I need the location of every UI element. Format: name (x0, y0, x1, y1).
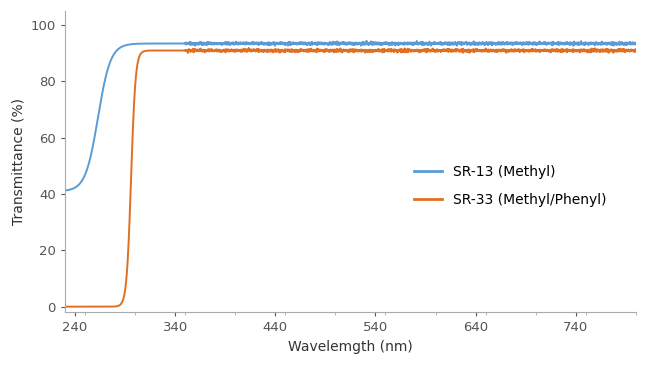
X-axis label: Wavelemgth (nm): Wavelemgth (nm) (288, 340, 413, 354)
Y-axis label: Transmittance (%): Transmittance (%) (11, 98, 25, 225)
Legend: SR-13 (Methyl), SR-33 (Methyl/Phenyl): SR-13 (Methyl), SR-33 (Methyl/Phenyl) (408, 159, 612, 212)
